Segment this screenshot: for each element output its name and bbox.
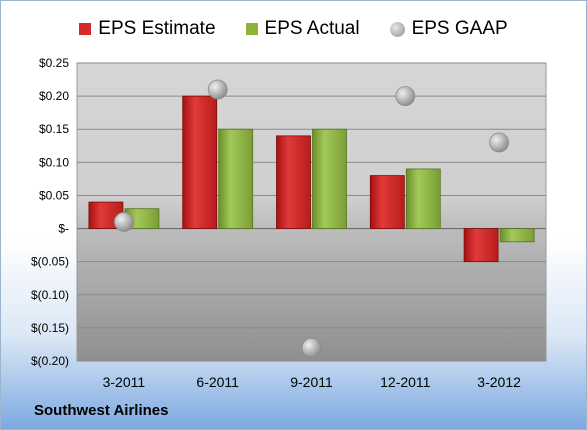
point-eps-gaap xyxy=(395,86,416,107)
point-eps-gaap xyxy=(207,79,228,100)
bar-eps-estimate xyxy=(463,228,499,263)
bar-eps-estimate xyxy=(182,95,218,229)
y-tick-label: $- xyxy=(58,222,69,236)
legend-item-eps-estimate: EPS Estimate xyxy=(79,18,216,40)
bar-eps-actual xyxy=(405,168,441,229)
bar-eps-actual xyxy=(218,128,254,229)
legend-label-eps-actual: EPS Actual xyxy=(264,18,360,39)
legend-swatch-eps-gaap xyxy=(389,21,405,37)
bar-eps-estimate xyxy=(276,135,311,229)
y-tick-label: $0.15 xyxy=(39,122,69,136)
y-tick-label: $(0.20) xyxy=(31,354,69,368)
legend: EPS Estimate EPS Actual EPS GAAP xyxy=(1,15,586,43)
x-tick-label: 3-2011 xyxy=(103,374,146,390)
point-eps-gaap xyxy=(301,337,322,358)
point-eps-gaap xyxy=(489,132,510,153)
legend-swatch-eps-actual xyxy=(245,23,258,35)
company-name: Southwest Airlines xyxy=(34,402,169,419)
point-eps-gaap xyxy=(114,212,134,232)
y-tick-label: $0.20 xyxy=(39,89,69,103)
x-tick-label: 6-2011 xyxy=(196,374,239,390)
legend-item-eps-actual: EPS Actual xyxy=(245,18,360,40)
x-tick-label: 3-2012 xyxy=(477,374,521,390)
y-tick-label: $(0.05) xyxy=(31,255,69,269)
y-tick-label: $0.10 xyxy=(39,155,69,169)
bar-eps-actual xyxy=(312,128,347,229)
y-tick-label: $0.25 xyxy=(39,56,69,70)
bar-eps-estimate xyxy=(369,175,405,229)
y-tick-label: $(0.10) xyxy=(31,288,69,302)
bar-eps-actual xyxy=(499,228,535,243)
legend-label-eps-gaap: EPS GAAP xyxy=(411,18,508,39)
legend-swatch-eps-estimate xyxy=(79,23,92,35)
legend-item-eps-gaap: EPS GAAP xyxy=(389,18,508,40)
legend-label-eps-estimate: EPS Estimate xyxy=(98,18,216,39)
x-tick-label: 9-2011 xyxy=(290,374,333,390)
y-tick-label: $(0.15) xyxy=(31,321,69,335)
x-tick-label: 12-2011 xyxy=(380,374,431,390)
y-tick-label: $0.05 xyxy=(39,188,69,202)
